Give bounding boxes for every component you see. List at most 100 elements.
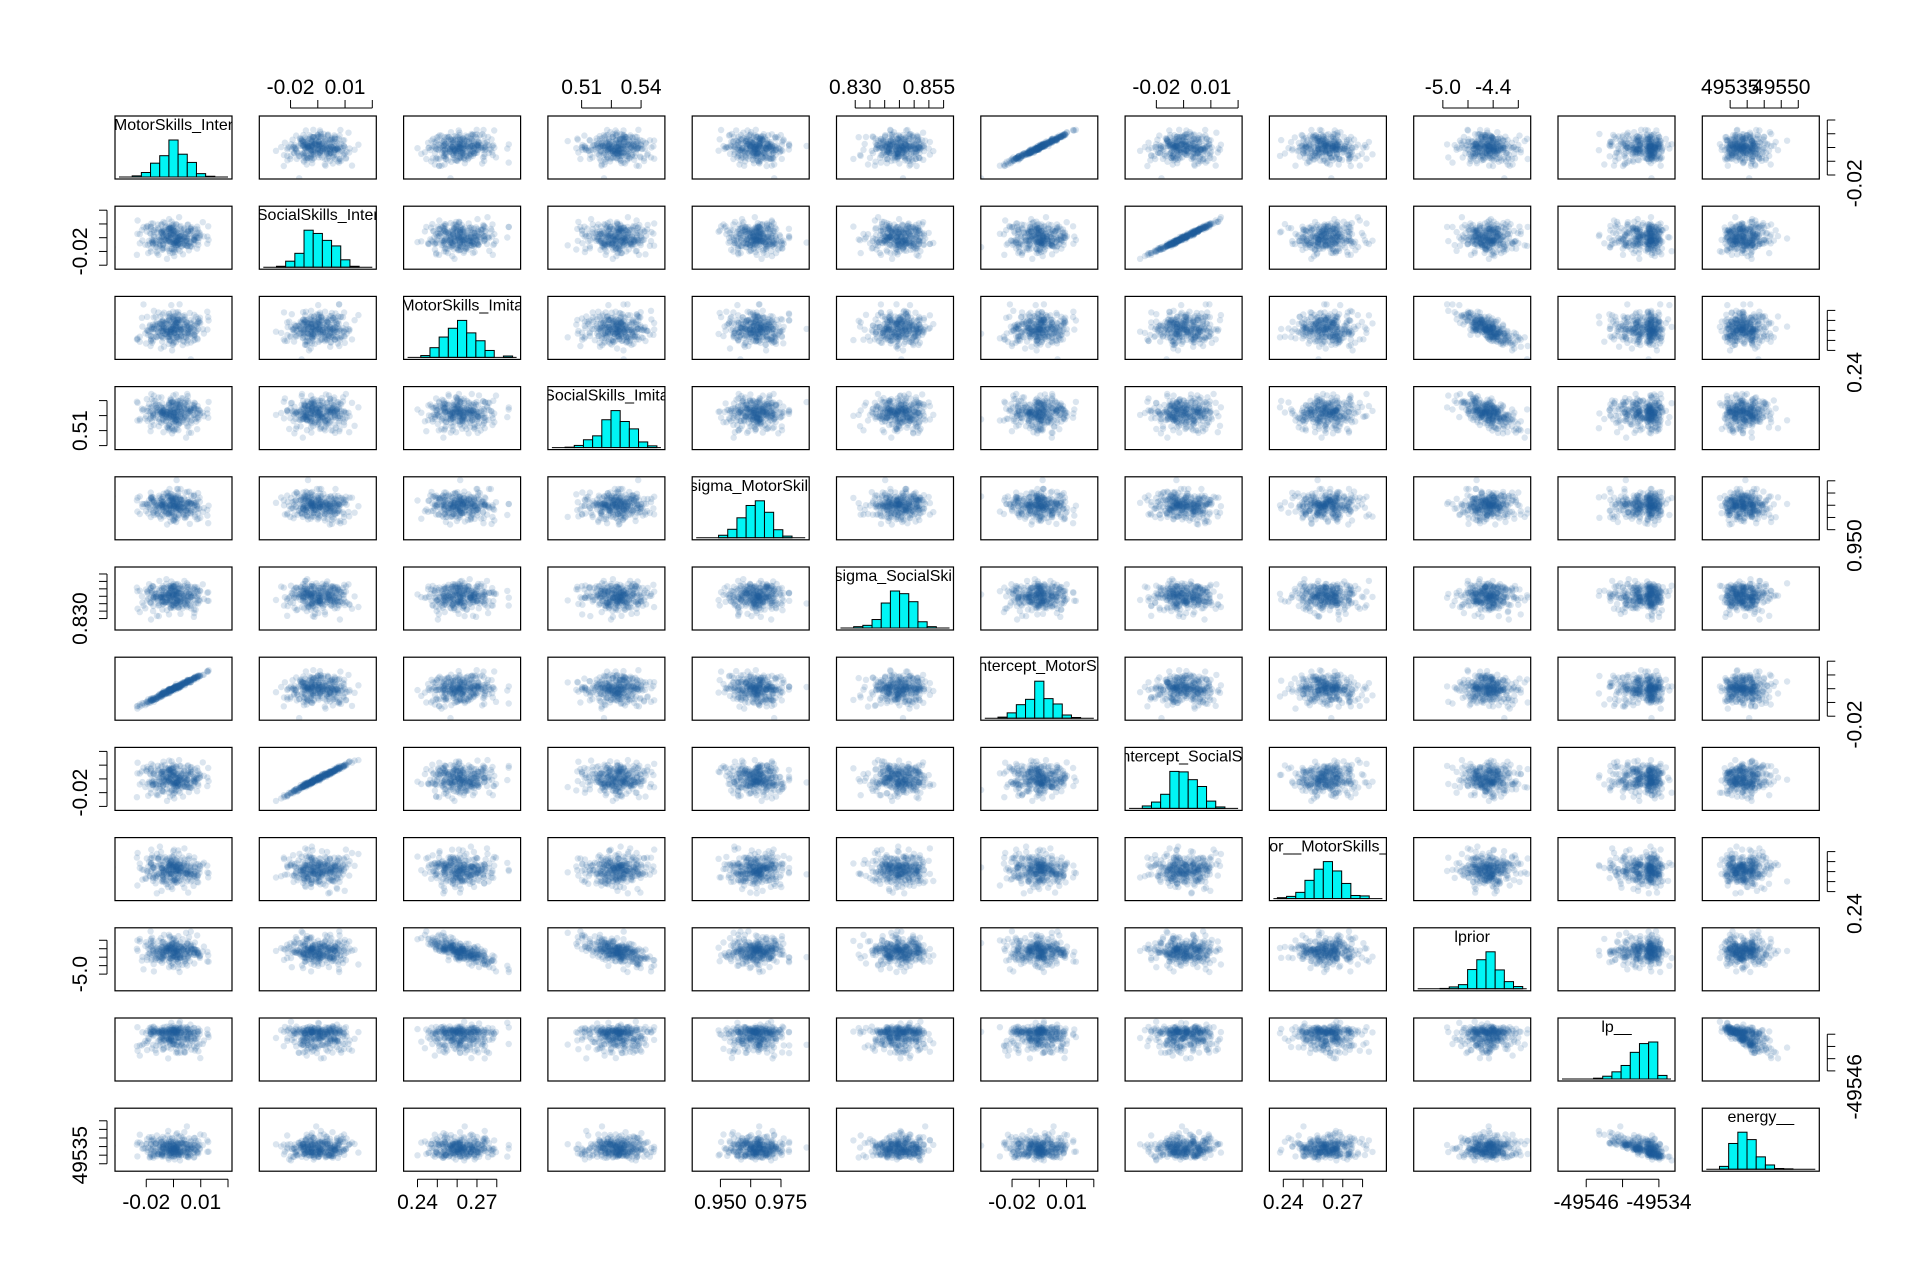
scatter-point bbox=[1314, 141, 1322, 149]
scatter-point bbox=[1469, 138, 1476, 146]
scatter-point bbox=[614, 152, 622, 159]
scatter-point bbox=[1168, 154, 1175, 161]
scatter-point bbox=[355, 141, 362, 148]
scatter-point bbox=[1311, 133, 1318, 141]
scatter-point bbox=[164, 237, 172, 245]
scatter-point bbox=[616, 150, 623, 157]
scatter-point bbox=[304, 154, 312, 161]
scatter-point bbox=[716, 227, 723, 234]
scatter-point bbox=[318, 140, 325, 148]
scatter-point bbox=[734, 229, 741, 236]
scatter-point bbox=[1332, 155, 1340, 163]
scatter-point bbox=[295, 153, 303, 160]
scatter-point bbox=[439, 224, 446, 231]
scatter-point bbox=[172, 238, 179, 246]
scatter-point bbox=[306, 135, 313, 143]
scatter-point bbox=[885, 140, 892, 147]
scatter-point bbox=[1654, 141, 1661, 148]
scatter-point bbox=[438, 223, 445, 230]
scatter-point bbox=[620, 127, 627, 134]
scatter-point bbox=[1744, 131, 1751, 139]
scatter-point bbox=[892, 245, 900, 252]
scatter-point bbox=[304, 142, 312, 150]
scatter-point bbox=[1195, 143, 1202, 150]
scatter-point bbox=[181, 225, 188, 232]
scatter-point bbox=[1733, 142, 1740, 149]
histogram-bar bbox=[303, 229, 314, 268]
scatter-point bbox=[883, 137, 890, 144]
scatter-point bbox=[294, 149, 301, 157]
scatter-point bbox=[1728, 136, 1735, 143]
scatter-point bbox=[1753, 150, 1761, 157]
scatter-point bbox=[147, 230, 155, 238]
scatter-point bbox=[1475, 137, 1482, 144]
scatter-point bbox=[136, 231, 143, 238]
scatter-point bbox=[1635, 141, 1643, 148]
scatter-point bbox=[883, 141, 890, 148]
scatter-point bbox=[606, 141, 613, 149]
scatter-point bbox=[485, 233, 492, 240]
scatter-point bbox=[1196, 138, 1204, 146]
scatter-point bbox=[759, 232, 766, 240]
scatter-point bbox=[1467, 155, 1474, 162]
scatter-point bbox=[753, 232, 760, 239]
scatter-point bbox=[873, 141, 881, 149]
scatter-point bbox=[1485, 147, 1493, 155]
scatter-point bbox=[170, 230, 177, 237]
scatter-point bbox=[301, 134, 309, 141]
scatter-point bbox=[780, 237, 787, 244]
scatter-point bbox=[624, 223, 631, 231]
scatter-point bbox=[1206, 152, 1213, 159]
scatter-point bbox=[896, 152, 903, 160]
scatter-point bbox=[752, 236, 759, 244]
scatter-point bbox=[1734, 153, 1742, 160]
scatter-point bbox=[1494, 146, 1502, 153]
scatter-point bbox=[629, 232, 636, 240]
scatter-point bbox=[1636, 145, 1643, 153]
scatter-point bbox=[304, 144, 311, 151]
scatter-point bbox=[431, 144, 439, 151]
scatter-point bbox=[1759, 150, 1766, 157]
scatter-point bbox=[752, 248, 759, 256]
scatter-point bbox=[749, 139, 757, 147]
scatter-point bbox=[1479, 142, 1486, 149]
scatter-point bbox=[877, 159, 885, 166]
scatter-point bbox=[745, 146, 753, 153]
scatter-point bbox=[780, 137, 787, 144]
scatter-point bbox=[622, 143, 629, 151]
scatter-point bbox=[723, 144, 730, 151]
scatter-point bbox=[1633, 149, 1640, 156]
scatter-point bbox=[1033, 146, 1040, 153]
scatter-point bbox=[594, 233, 601, 241]
scatter-point bbox=[1492, 135, 1500, 143]
scatter-point bbox=[467, 224, 474, 231]
scatter-point bbox=[1748, 137, 1756, 144]
scatter-point bbox=[190, 236, 198, 243]
histogram-bar bbox=[140, 172, 152, 178]
scatter-point bbox=[887, 149, 894, 157]
scatter-point bbox=[1762, 156, 1770, 163]
scatter-point bbox=[1298, 131, 1305, 139]
scatter-point bbox=[1315, 145, 1322, 152]
scatter-point bbox=[1057, 134, 1064, 141]
scatter-point bbox=[626, 231, 634, 239]
scatter-point bbox=[1481, 144, 1488, 152]
scatter-point bbox=[176, 248, 184, 255]
scatter-point bbox=[753, 240, 760, 247]
scatter-point bbox=[1336, 144, 1344, 151]
scatter-point bbox=[461, 136, 468, 143]
scatter-point bbox=[633, 133, 641, 141]
scatter-point bbox=[1768, 130, 1775, 138]
scatter-point bbox=[1739, 141, 1746, 149]
scatter-point bbox=[474, 215, 481, 223]
scatter-point bbox=[175, 214, 183, 221]
scatter-point bbox=[586, 245, 594, 252]
scatter-point bbox=[459, 149, 467, 156]
scatter-point bbox=[1327, 135, 1335, 143]
scatter-point bbox=[638, 237, 645, 244]
scatter-point bbox=[1733, 140, 1741, 148]
scatter-point bbox=[308, 138, 315, 146]
scatter-point bbox=[449, 242, 456, 250]
scatter-point bbox=[1770, 142, 1778, 149]
scatter-point bbox=[1329, 141, 1336, 148]
